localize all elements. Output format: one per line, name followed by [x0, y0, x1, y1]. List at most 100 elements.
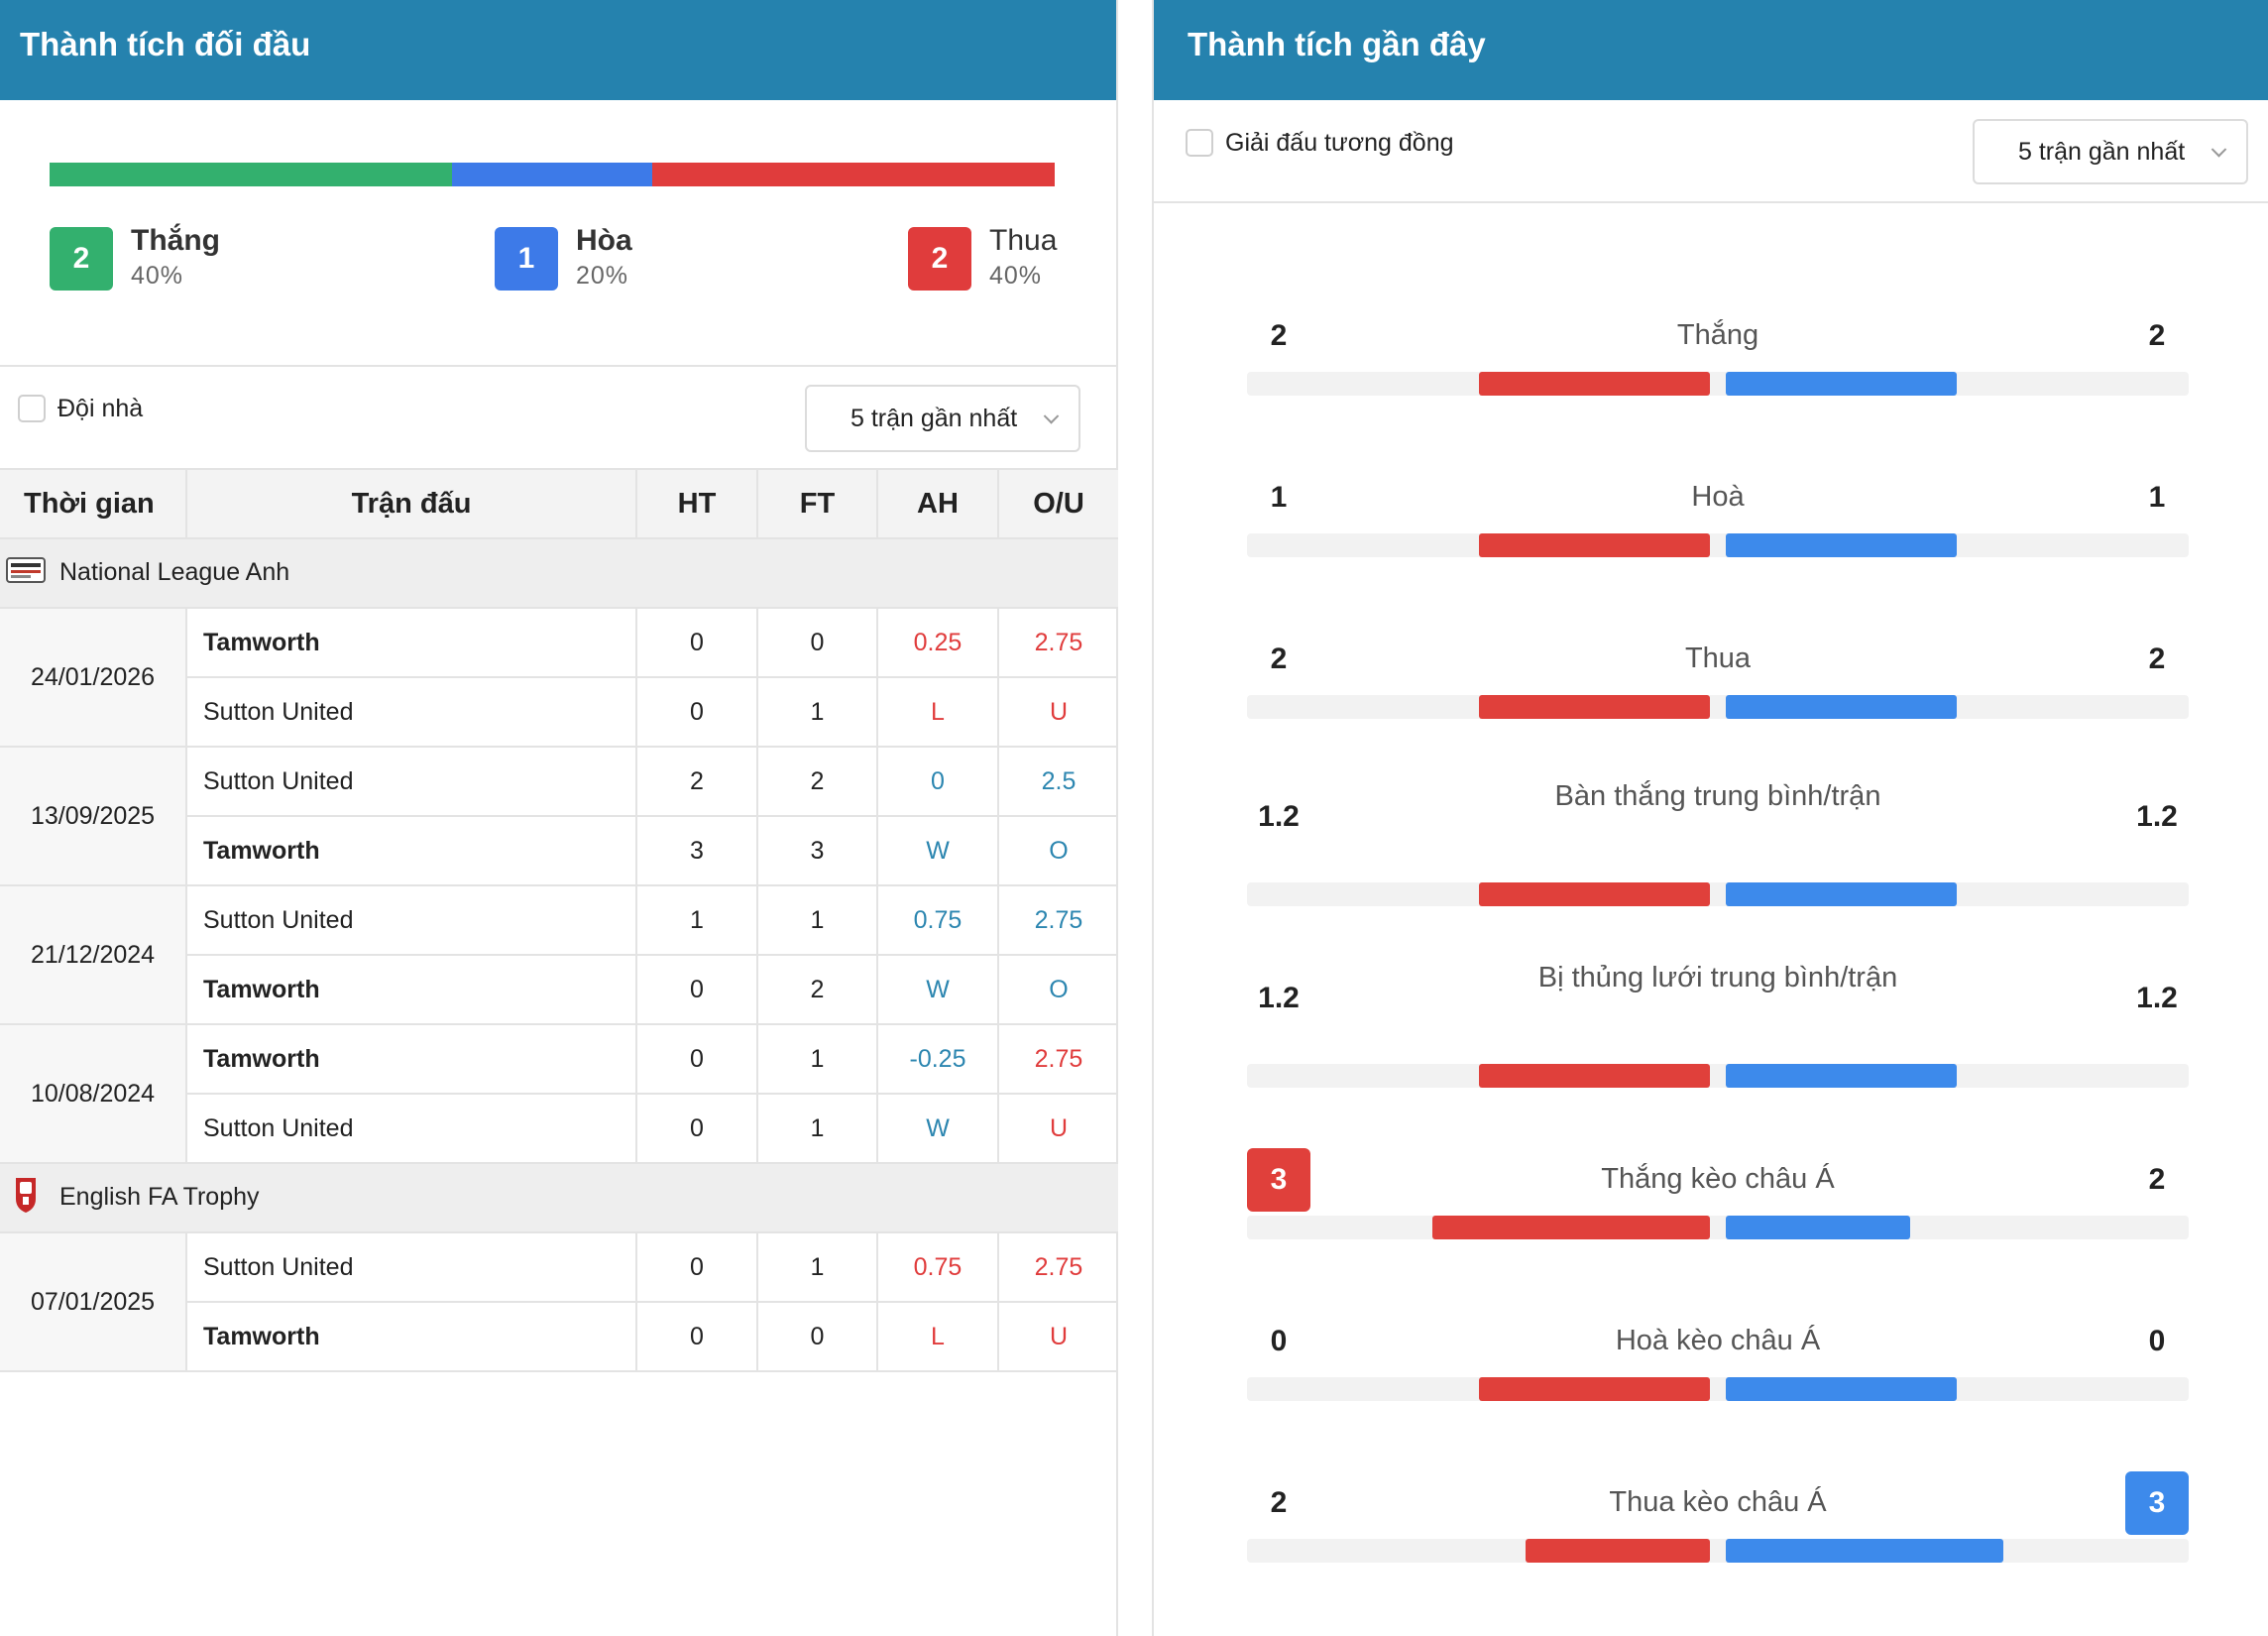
- home-team-label: Đội nhà: [57, 395, 144, 422]
- table-header-row: Thời gian Trận đấu HT FT AH O/U: [0, 468, 1118, 539]
- team-name[interactable]: Sutton United: [186, 677, 637, 748]
- stat-row: 1.2 1.2 Bàn thắng trung bình/trận: [1247, 780, 2189, 906]
- full-time-score: 1: [757, 885, 878, 956]
- away-stat-value: 2: [2148, 643, 2166, 675]
- summary-divider: [0, 365, 1118, 367]
- stat-comparison-track: [1247, 1377, 2189, 1401]
- stat-comparison-track: [1247, 882, 2189, 906]
- team-name[interactable]: Sutton United: [186, 1094, 637, 1164]
- home-stat-bar: [1479, 533, 1710, 557]
- asian-handicap-value: 0.25: [877, 608, 999, 678]
- away-stat-value: 1.2: [2136, 800, 2178, 833]
- national-league-logo-icon: [6, 556, 46, 590]
- asian-handicap-value: L: [877, 1302, 999, 1372]
- match-date: 21/12/2024: [0, 885, 187, 1025]
- stat-label: Thắng: [1676, 319, 1759, 351]
- home-stat-value: 2: [1270, 319, 1288, 352]
- away-stat-bar: [1726, 1064, 1957, 1088]
- away-stat-value: 1.2: [2136, 982, 2178, 1014]
- head-to-head-title: Thành tích đối đầu: [0, 0, 1116, 100]
- home-team-checkbox[interactable]: [18, 395, 46, 422]
- away-stat-value: 2: [2148, 319, 2166, 352]
- home-stat-value: 3: [1247, 1148, 1310, 1212]
- match-row[interactable]: Sutton United 0 1 L U: [0, 677, 1118, 748]
- loss-summary: 2 Thua 40%: [908, 224, 1057, 292]
- win-segment: [50, 163, 452, 186]
- win-summary: 2 Thắng 40%: [50, 224, 220, 292]
- header-time: Thời gian: [0, 468, 187, 539]
- stat-label: Hoà kèo châu Á: [1615, 1325, 1821, 1356]
- home-stat-value: 0: [1270, 1325, 1288, 1357]
- full-time-score: 1: [757, 1232, 878, 1303]
- header-match: Trận đấu: [186, 468, 637, 539]
- chevron-down-icon: [1043, 409, 1060, 424]
- match-date: 13/09/2025: [0, 747, 187, 886]
- away-stat-bar: [1726, 1216, 1910, 1239]
- stat-row: 0 0 Hoà kèo châu Á: [1247, 1308, 2189, 1401]
- fa-trophy-logo-icon: [6, 1175, 46, 1222]
- asian-handicap-value: -0.25: [877, 1024, 999, 1095]
- team-name[interactable]: Sutton United: [186, 885, 637, 956]
- away-stat-bar: [1726, 533, 1957, 557]
- half-time-score: 0: [636, 955, 758, 1025]
- stat-comparison-track: [1247, 1539, 2189, 1563]
- stat-label: Bị thủng lưới trung bình/trận: [1537, 962, 1898, 993]
- header-ou: O/U: [998, 468, 1118, 539]
- draw-percent: 20%: [576, 262, 629, 290]
- asian-handicap-value: 0: [877, 747, 999, 817]
- stat-label: Thua kèo châu Á: [1609, 1486, 1827, 1518]
- h2h-dropdown-value: 5 trận gần nhất: [850, 404, 1018, 432]
- over-under-value: O: [998, 955, 1118, 1025]
- team-name[interactable]: Sutton United: [186, 1232, 637, 1303]
- match-date: 24/01/2026: [0, 608, 187, 748]
- league-row: English FA Trophy: [0, 1163, 1118, 1233]
- team-name[interactable]: Sutton United: [186, 747, 637, 817]
- half-time-score: 0: [636, 1094, 758, 1164]
- match-row[interactable]: Tamworth 0 2 W O: [0, 955, 1118, 1025]
- full-time-score: 1: [757, 677, 878, 748]
- match-row[interactable]: Tamworth 0 0 L U: [0, 1302, 1118, 1372]
- full-time-score: 0: [757, 1302, 878, 1372]
- win-label: Thắng: [131, 224, 220, 257]
- recent-match-count-dropdown[interactable]: 5 trận gần nhất: [1973, 119, 2248, 184]
- match-row[interactable]: 13/09/2025 Sutton United 2 2 0 2.5: [0, 747, 1118, 886]
- team-name[interactable]: Tamworth: [186, 1024, 637, 1095]
- away-stat-bar: [1726, 1377, 1957, 1401]
- recent-form-title: Thành tích gần đây: [1154, 0, 2268, 100]
- half-time-score: 3: [636, 816, 758, 886]
- team-name[interactable]: Tamworth: [186, 608, 637, 678]
- match-row[interactable]: Sutton United 0 1 W U: [0, 1094, 1118, 1164]
- draw-segment: [451, 163, 653, 186]
- similar-league-checkbox[interactable]: [1186, 129, 1213, 157]
- header-ft: FT: [757, 468, 878, 539]
- match-row[interactable]: 21/12/2024 Sutton United 1 1 0.75 2.75: [0, 885, 1118, 1025]
- team-name[interactable]: Tamworth: [186, 955, 637, 1025]
- match-row[interactable]: Tamworth 3 3 W O: [0, 816, 1118, 886]
- full-time-score: 2: [757, 955, 878, 1025]
- head-to-head-table: Thời gian Trận đấu HT FT AH O/U National…: [0, 468, 1118, 1372]
- stat-label: Thắng kèo châu Á: [1601, 1163, 1835, 1195]
- match-row[interactable]: 10/08/2024 Tamworth 0 1 -0.25 2.75: [0, 1024, 1118, 1164]
- draw-count-badge: 1: [495, 227, 558, 291]
- over-under-value: 2.75: [998, 1024, 1118, 1095]
- full-time-score: 0: [757, 608, 878, 678]
- stat-label: Thua: [1684, 643, 1752, 674]
- away-stat-value: 3: [2125, 1471, 2189, 1535]
- half-time-score: 2: [636, 747, 758, 817]
- match-row[interactable]: 24/01/2026 Tamworth 0 0 0.25 2.75: [0, 608, 1118, 748]
- match-date: 07/01/2025: [0, 1232, 187, 1372]
- match-row[interactable]: 07/01/2025 Sutton United 0 1 0.75 2.75: [0, 1232, 1118, 1372]
- team-name[interactable]: Tamworth: [186, 1302, 637, 1372]
- stat-row: 2 2 Thắng: [1247, 302, 2189, 396]
- home-stat-value: 1.2: [1258, 800, 1300, 833]
- over-under-value: 2.75: [998, 608, 1118, 678]
- full-time-score: 3: [757, 816, 878, 886]
- home-stat-value: 1.2: [1258, 982, 1300, 1014]
- team-name[interactable]: Tamworth: [186, 816, 637, 886]
- home-stat-bar: [1526, 1539, 1710, 1563]
- home-stat-bar: [1479, 1377, 1710, 1401]
- h2h-match-count-dropdown[interactable]: 5 trận gần nhất: [805, 385, 1080, 452]
- away-stat-bar: [1726, 1539, 2003, 1563]
- draw-label: Hòa: [576, 224, 632, 257]
- league-cell: English FA Trophy: [0, 1163, 1118, 1233]
